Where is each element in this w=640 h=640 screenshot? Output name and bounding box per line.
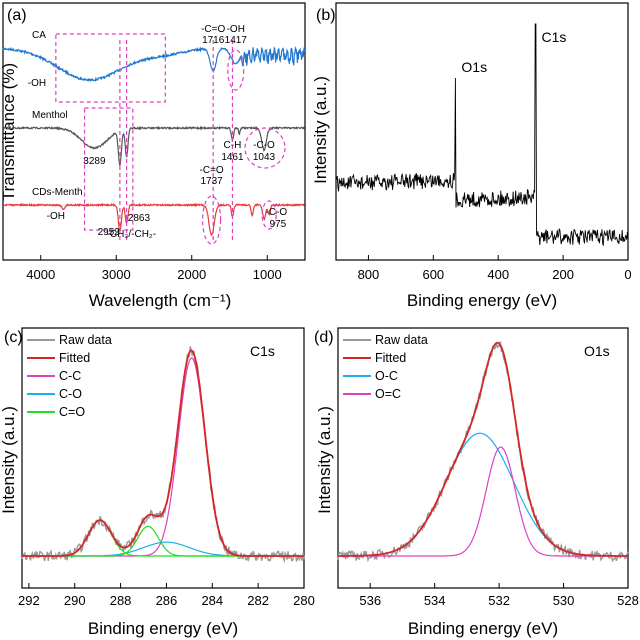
panel-a-series-label: Menthol [32, 110, 68, 121]
panel-d-label: O1s [584, 343, 610, 359]
panel-a-ylabel: Transmittance (%) [0, 63, 18, 201]
panel-d-frame [337, 327, 629, 589]
panel-a-annotation: 2952 [98, 227, 121, 238]
panel-b-xtick-label: 400 [487, 267, 509, 282]
panel-c-legend-label: C-O [59, 387, 82, 401]
panel-a-frame [2, 2, 306, 261]
panel-b-frame [335, 2, 629, 261]
panel-a-annotation: -C-O [253, 140, 275, 151]
panel-a-annotation: -C=O [201, 24, 225, 35]
panel-d-xtick-label: 528 [617, 593, 639, 608]
panel-d-xtick-label: 536 [359, 593, 381, 608]
panel-a-series-cds-menth [2, 202, 305, 237]
panel-a-annotation: -OH [28, 78, 46, 89]
panel-a-annotation: 1461 [221, 152, 244, 163]
panel-a-annotation: 1716 [202, 35, 225, 46]
panel-b-letter: (b) [316, 7, 336, 24]
panel-d-legend-label: O=C [375, 387, 401, 401]
panel-c-frame [21, 327, 305, 589]
panel-a-letter: (a) [7, 7, 27, 24]
panel-a-ellipse [261, 200, 277, 230]
panel-a-ellipse [244, 127, 286, 169]
panel-d-legend-label: Fitted [375, 351, 406, 365]
panel-b-xtick-label: 600 [422, 267, 444, 282]
panel-d-legend-label: O-C [375, 369, 398, 383]
panel-d-fitted [338, 341, 628, 557]
panel-a-annotation: -OH [227, 24, 245, 35]
panel-a-annotation: 1417 [225, 35, 248, 46]
panel-b-peak-label: O1s [461, 59, 487, 75]
panel-a-annotation: 1737 [200, 176, 223, 187]
panel-c-component [22, 525, 304, 557]
panel-a-xtick-label: 4000 [26, 267, 55, 282]
panel-a-ellipse [202, 195, 222, 245]
panel-d-xtick-label: 532 [488, 593, 510, 608]
panel-c-legend-label: Fitted [59, 351, 90, 365]
panel-a-ellipse [227, 49, 245, 91]
panel-a-xlabel: Wavelength (cm⁻¹) [89, 291, 231, 310]
panel-d-component [338, 432, 628, 557]
panel-d-xtick-label: 534 [424, 593, 446, 608]
plot-layer: 4000 3000 2000 1000CAMentholCDs-Menth-C=O17… [2, 23, 639, 608]
panel-b-xlabel: Binding energy (eV) [407, 291, 557, 310]
panel-a-annotation: -OH [47, 211, 65, 222]
panel-a-annotation: 1043 [253, 152, 276, 163]
panel-a-series-menthol [2, 125, 305, 168]
panel-b-xtick-label: 200 [552, 267, 574, 282]
panel-c-legend-label: C=O [59, 405, 85, 419]
panel-d-xlabel: Binding energy (eV) [408, 619, 558, 638]
panel-d-legend-label: Raw data [375, 333, 428, 347]
panel-c-label: C1s [250, 343, 275, 359]
panel-a-annotation: -C=O [200, 165, 224, 176]
panel-a-annotation: 2863 [128, 213, 151, 224]
panel-c-legend-label: C-C [59, 369, 81, 383]
panel-b-xtick-label: 0 [624, 267, 631, 282]
panel-d-ylabel: Intensity (a.u.) [315, 406, 334, 514]
panel-a-xtick-label: 1000 [253, 267, 282, 282]
panel-c-xtick-label: 290 [64, 593, 86, 608]
panel-c-legend-label: Raw data [59, 333, 112, 347]
panel-b-series [335, 23, 629, 247]
panel-c-xtick-label: 284 [201, 593, 223, 608]
panel-a-oh-box [55, 33, 166, 103]
panel-b-peak-label: C1s [542, 29, 567, 45]
panel-a-xtick-label: 2000 [177, 267, 206, 282]
panel-a-xtick-label: 3000 [102, 267, 131, 282]
panel-c-xtick-label: 288 [110, 593, 132, 608]
panel-a-annotation: -C-O [265, 207, 287, 218]
panel-a-annotation: 975 [269, 219, 286, 230]
panel-a-annotation: C-H [224, 140, 242, 151]
panel-c-ylabel: Intensity (a.u.) [0, 406, 18, 514]
panel-c-xtick-label: 286 [156, 593, 178, 608]
panel-a-ch-box [83, 107, 134, 231]
panel-c-xtick-label: 292 [18, 593, 40, 608]
panel-a-annotation: 3289 [83, 156, 106, 167]
panel-a-annotation: -CH₃/-CH₂- [107, 229, 157, 240]
panel-a-series-ca [2, 45, 306, 82]
panel-c-letter: (c) [4, 329, 23, 346]
panel-c-xtick-label: 280 [293, 593, 315, 608]
panel-c-xlabel: Binding energy (eV) [88, 619, 238, 638]
panel-a-series-label: CDs-Menth [32, 187, 83, 198]
panel-b-xtick-label: 800 [358, 267, 380, 282]
panel-d-xtick-label: 530 [553, 593, 575, 608]
panel-d-component [338, 446, 628, 557]
panel-a-series-label: CA [32, 30, 46, 41]
panel-d-letter: (d) [314, 329, 334, 346]
panel-c-xtick-label: 282 [247, 593, 269, 608]
panel-c-fitted [22, 349, 304, 557]
panel-b-ylabel: Intensity (a.u.) [311, 76, 330, 184]
